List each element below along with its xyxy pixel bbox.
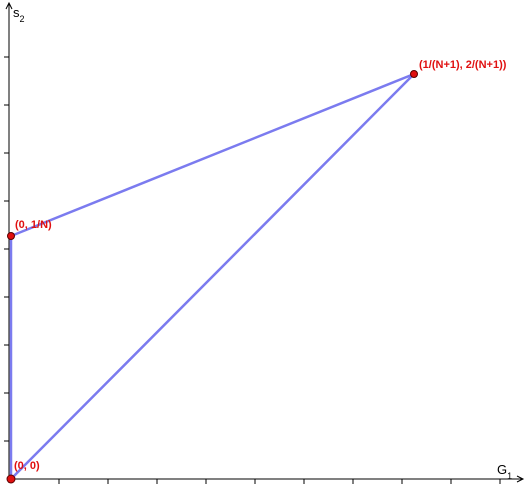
y-axis-label-sub: 2 [20,14,25,24]
y-ticks [4,56,9,442]
x-axis-label-main: G [497,462,507,477]
x-axis-label-sub: 1 [507,471,512,481]
y-axis-arrow [5,1,13,10]
x-ticks [58,479,501,484]
point-labels: (0, 0) (0, 1/N) (1/(N+1), 2/(N+1)) [14,59,507,472]
label-origin: (0, 0) [14,460,40,472]
point-right [410,70,418,78]
edges [9,72,416,481]
point-left [7,232,15,240]
label-right: (1/(N+1), 2/(N+1)) [419,59,507,71]
x-axis-arrow [516,475,525,483]
axes: s2 G1 [4,1,525,484]
y-axis-label-main: s [13,5,20,20]
edge-origin-right [9,72,416,481]
point-origin [6,474,16,484]
label-left: (0, 1/N) [15,219,52,231]
y-axis-label: s2 [13,5,25,24]
edge-left-right [9,72,416,238]
x-axis-label: G1 [497,462,512,481]
points [6,70,418,484]
